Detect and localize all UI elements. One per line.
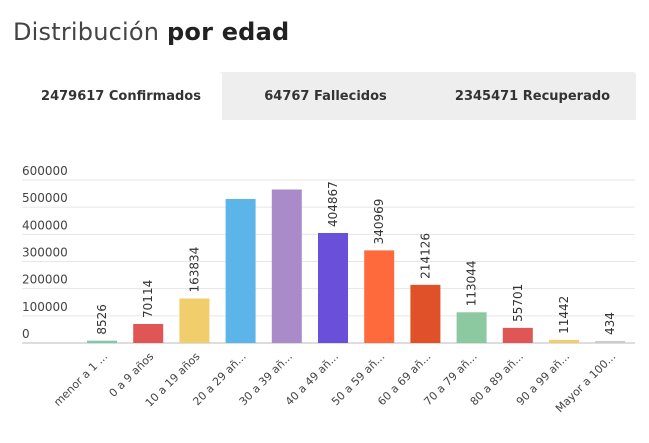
y-tick-label: 0: [22, 327, 30, 341]
bar-1: [133, 323, 164, 343]
bar-5: [318, 233, 348, 343]
y-tick-label: 300000: [22, 246, 68, 260]
data-label: 55701: [511, 284, 525, 322]
tab-bar: 2479617 Confirmados 64767 Fallecidos 234…: [20, 72, 636, 120]
bar-6: [364, 250, 395, 343]
bar-11: [595, 341, 626, 343]
title-strong: por edad: [167, 18, 290, 46]
data-label: 214126: [418, 233, 432, 279]
y-tick-label: 200000: [22, 273, 68, 287]
bar-2: [179, 298, 210, 343]
data-label: 340969: [372, 199, 386, 245]
tab-recuperado[interactable]: 2345471 Recuperado: [454, 88, 611, 104]
bar-8: [456, 312, 487, 343]
bar-7: [410, 284, 441, 343]
tab-confirmados[interactable]: 2479617 Confirmados: [20, 72, 222, 120]
y-tick-label: 600000: [22, 164, 68, 178]
bar-0: [87, 340, 117, 343]
data-label: 113044: [465, 260, 479, 306]
bar-3: [225, 199, 256, 343]
y-tick-label: 400000: [22, 218, 68, 232]
age-distribution-chart: 0 100000 200000 300000 400000 500000 600000 852…: [22, 164, 635, 415]
bar-9: [502, 327, 533, 343]
bar-10: [549, 339, 579, 343]
x-tick-label: menor a 1 ...: [51, 350, 110, 409]
data-label: 8526: [95, 304, 109, 335]
data-label: 434: [603, 312, 617, 335]
data-label: 11442: [557, 296, 571, 334]
bar-4: [271, 189, 302, 343]
tab-fallecidos[interactable]: 64767 Fallecidos: [264, 88, 387, 104]
chart-title: Distribución por edad: [13, 18, 289, 46]
data-label: 404867: [326, 181, 340, 227]
y-tick-label: 100000: [22, 300, 68, 314]
x-tick-label: 0 a 9 años: [107, 350, 157, 400]
data-label: 163834: [187, 247, 201, 293]
data-label: 70114: [141, 280, 155, 318]
title-prefix: Distribución: [13, 18, 160, 46]
y-tick-label: 500000: [22, 191, 68, 205]
